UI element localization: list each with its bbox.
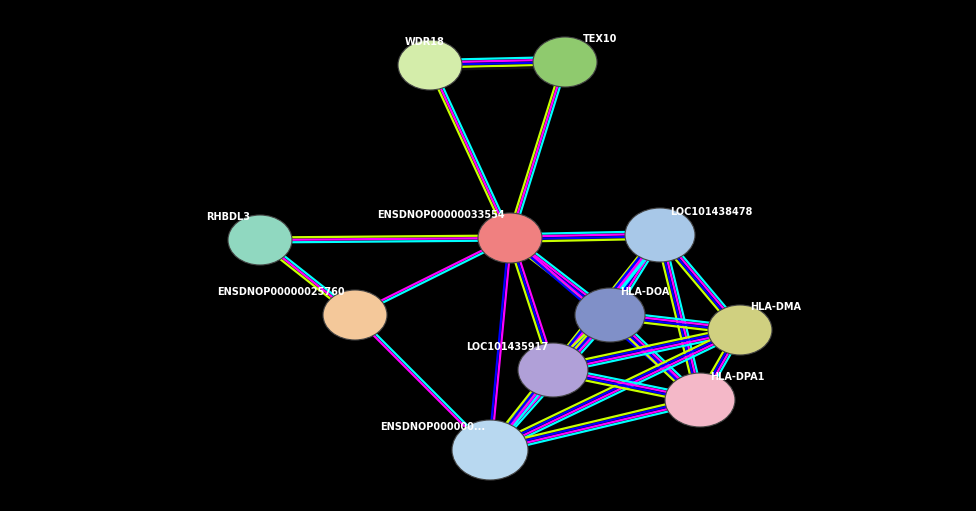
Text: ENSDNOP000000...: ENSDNOP000000... xyxy=(380,422,485,432)
Text: LOC101435917: LOC101435917 xyxy=(466,342,548,352)
Ellipse shape xyxy=(708,305,772,355)
Text: HLA-DMA: HLA-DMA xyxy=(750,302,801,312)
Ellipse shape xyxy=(452,420,528,480)
Ellipse shape xyxy=(625,208,695,262)
Text: WDR18: WDR18 xyxy=(405,37,445,47)
Text: TEX10: TEX10 xyxy=(583,34,618,44)
Text: ENSDNOP00000033554: ENSDNOP00000033554 xyxy=(378,210,505,220)
Text: HLA-DPA1: HLA-DPA1 xyxy=(710,372,764,382)
Text: LOC101438478: LOC101438478 xyxy=(670,207,752,217)
Text: RHBDL3: RHBDL3 xyxy=(206,212,250,222)
Ellipse shape xyxy=(398,40,462,90)
Ellipse shape xyxy=(575,288,645,342)
Ellipse shape xyxy=(478,213,542,263)
Text: HLA-DOA: HLA-DOA xyxy=(620,287,670,297)
Text: ENSDNOP00000025760: ENSDNOP00000025760 xyxy=(218,287,345,297)
Ellipse shape xyxy=(533,37,597,87)
Ellipse shape xyxy=(323,290,387,340)
Ellipse shape xyxy=(518,343,588,397)
Ellipse shape xyxy=(665,373,735,427)
Ellipse shape xyxy=(228,215,292,265)
